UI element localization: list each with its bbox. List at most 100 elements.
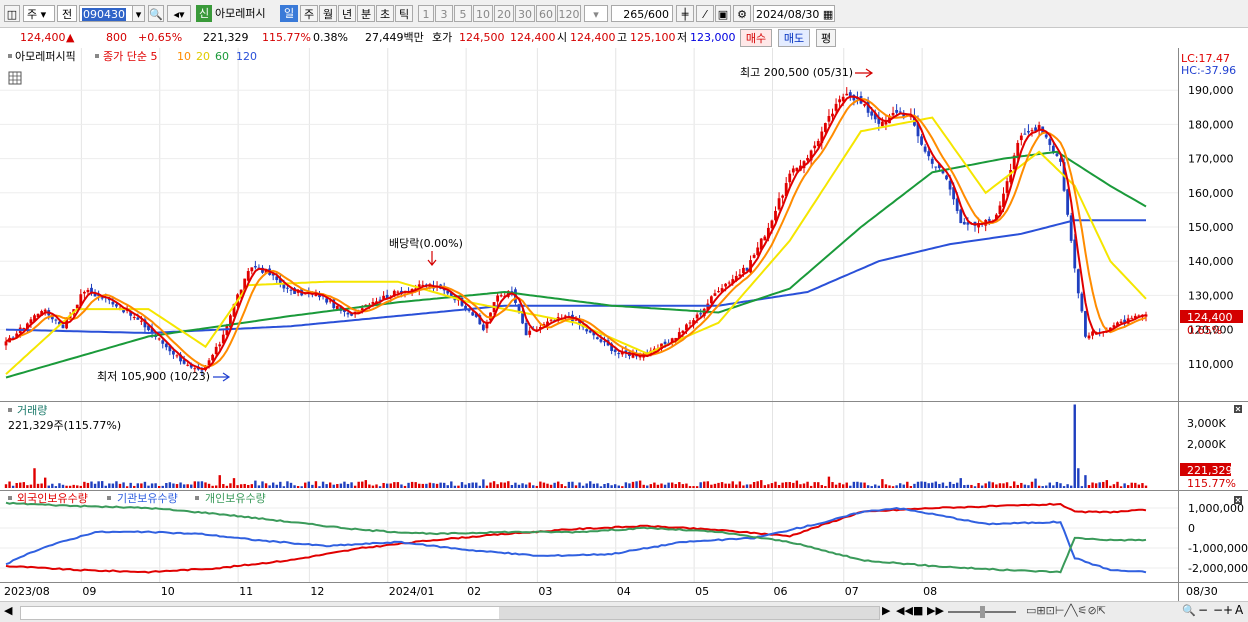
interval-5[interactable]: 5 <box>454 5 472 22</box>
zoom-slider-handle[interactable] <box>980 606 985 618</box>
candle <box>941 170 945 174</box>
candle <box>286 287 289 289</box>
zoom-in-icon[interactable]: + <box>1223 603 1234 617</box>
gear-icon[interactable]: ⚙ <box>733 5 751 22</box>
candle <box>1016 142 1020 158</box>
candle <box>464 305 467 309</box>
zoom-icon[interactable]: 🔍 <box>1182 604 1196 617</box>
interval-dropdown[interactable]: ▾ <box>584 5 608 22</box>
buy-button[interactable]: 매수 <box>740 29 772 47</box>
drawing-tools-icon[interactable]: ▭⊞⊡⊢╱╲⚟⊘⇱ <box>1026 604 1106 617</box>
volume-bar <box>980 485 984 488</box>
volume-bar <box>535 485 539 488</box>
period-tick[interactable]: 틱 <box>395 5 413 22</box>
stop-icon[interactable]: ■ <box>913 604 924 617</box>
volume-bar <box>165 483 168 488</box>
interval-1[interactable]: 1 <box>418 5 434 22</box>
speaker-icon[interactable]: ◂▾ <box>167 5 191 22</box>
mode-button[interactable]: 전 <box>57 5 77 22</box>
scroll-left-icon[interactable]: ◀ <box>4 604 13 617</box>
volume-bar <box>225 485 229 488</box>
volume-bar <box>528 482 531 488</box>
sin-badge[interactable]: 신 <box>196 5 212 22</box>
line-tool-icon[interactable]: ⁄ <box>696 5 714 22</box>
period-day[interactable]: 일 <box>280 5 298 22</box>
eval-button[interactable]: 평 <box>816 29 836 47</box>
volume-bar <box>827 476 831 488</box>
code-input[interactable]: 090430 <box>79 5 145 22</box>
volume-bar <box>589 481 592 488</box>
volume-bar <box>264 483 268 488</box>
period-month[interactable]: 월 <box>319 5 337 22</box>
interval-120[interactable]: 120 <box>557 5 581 22</box>
volume-bar <box>884 484 888 488</box>
candle <box>225 325 229 335</box>
scrollbar-thumb[interactable] <box>499 607 879 619</box>
volume-bar <box>963 485 966 488</box>
font-size-icon[interactable]: A <box>1235 603 1244 617</box>
volume-bar <box>1073 404 1076 488</box>
period-year[interactable]: 년 <box>338 5 356 22</box>
volume-bar <box>307 481 311 488</box>
candle <box>232 304 236 317</box>
period-week[interactable]: 주 <box>300 5 318 22</box>
layout-icon[interactable]: ◫ <box>4 5 20 22</box>
volume-bar <box>393 482 396 488</box>
volume-bar <box>8 481 11 488</box>
candle <box>920 136 923 145</box>
stock-name[interactable]: 아모레퍼시 <box>215 7 266 20</box>
legend-ma20: 20 <box>196 50 210 63</box>
interval-10[interactable]: 10 <box>473 5 493 22</box>
sell-button[interactable]: 매도 <box>778 29 810 47</box>
volume-bar <box>150 483 154 488</box>
candle <box>638 356 642 358</box>
period-second[interactable]: 초 <box>376 5 394 22</box>
period-minute[interactable]: 분 <box>357 5 375 22</box>
low-annotation: 최저 105,900 (10/23) <box>97 370 210 383</box>
candle <box>275 276 279 281</box>
candle-icon[interactable]: ╪ <box>676 5 694 22</box>
scroll-right-icon[interactable]: ▶ <box>882 604 891 617</box>
volume-bar <box>870 486 873 488</box>
candle <box>11 337 15 339</box>
volume-bar <box>660 483 663 488</box>
save-icon[interactable]: ▣ <box>715 5 731 22</box>
minus-icon[interactable]: − <box>1213 603 1224 617</box>
high-annotation: 최고 200,500 (05/31) <box>740 66 853 79</box>
legend-marker <box>8 496 12 500</box>
price: 124,400 <box>20 31 66 44</box>
candle <box>1012 155 1016 170</box>
forward-icon[interactable]: ▶▶ <box>927 604 944 617</box>
table-icon[interactable] <box>8 71 22 85</box>
volume-bar <box>646 485 649 488</box>
count-input[interactable]: 265/600 <box>611 5 673 22</box>
market-select[interactable]: 주 ▾ <box>23 5 55 22</box>
rewind-icon[interactable]: ◀◀ <box>896 604 913 617</box>
candle <box>685 324 688 331</box>
interval-60[interactable]: 60 <box>536 5 556 22</box>
volume-bar <box>1077 468 1080 488</box>
candle <box>962 221 966 225</box>
candle <box>756 247 760 256</box>
code-dropdown-icon[interactable]: ▾ <box>132 5 145 22</box>
candle <box>90 287 93 294</box>
zoom-out-icon[interactable]: − <box>1198 603 1209 617</box>
volume-bar <box>353 485 357 488</box>
volume-bar <box>147 485 150 488</box>
volume-bar <box>4 484 8 488</box>
date-input[interactable]: 2024/08/30 ▦ <box>753 5 835 22</box>
interval-30[interactable]: 30 <box>515 5 535 22</box>
volume-bar <box>991 482 995 488</box>
volume-bar <box>542 482 546 488</box>
interval-3[interactable]: 3 <box>435 5 453 22</box>
volume-bar <box>111 483 115 488</box>
count-total: /600 <box>644 8 669 21</box>
search-icon[interactable]: 🔍 <box>148 5 164 22</box>
volume-bar <box>532 485 535 488</box>
interval-20[interactable]: 20 <box>494 5 514 22</box>
scrollbar-track[interactable] <box>20 606 880 620</box>
candle <box>510 291 514 293</box>
chart-area[interactable]: 아모레퍼시픽 종가 단순 5 10 20 60 120 LC:17.47 HC:… <box>0 48 1248 601</box>
candle <box>542 323 546 326</box>
ask-price: 124,500 <box>459 31 505 44</box>
